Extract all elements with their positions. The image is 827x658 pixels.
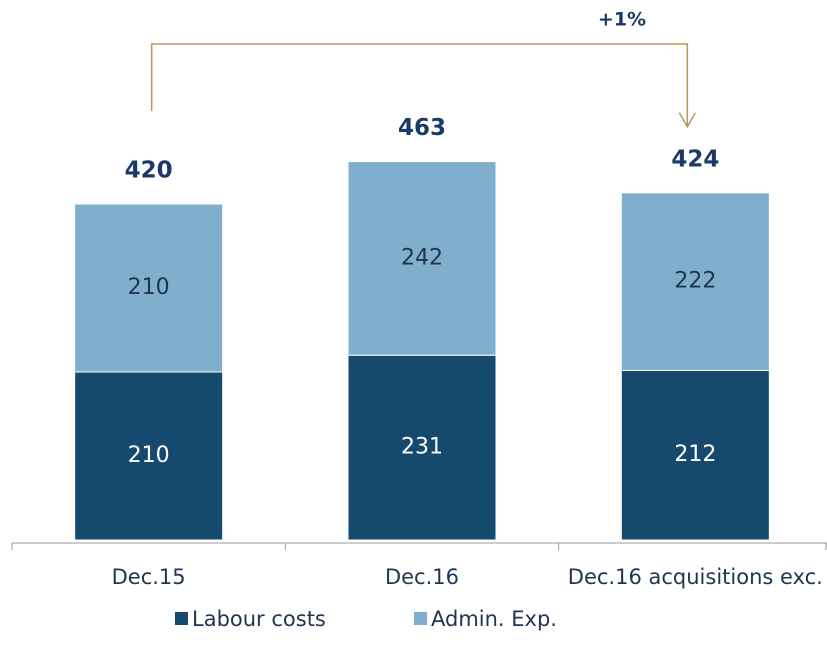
legend-label: Labour costs xyxy=(192,607,326,631)
segment-label: 212 xyxy=(674,442,716,467)
segment-label: 222 xyxy=(674,269,716,294)
legend-swatch xyxy=(414,612,427,625)
total-label: 463 xyxy=(398,115,446,141)
bar-segment xyxy=(74,371,224,541)
annotation-bracket xyxy=(150,43,689,126)
total-label: 420 xyxy=(125,158,173,184)
segment-label: 210 xyxy=(128,443,170,468)
segment-label: 231 xyxy=(401,435,443,460)
segment-label: 210 xyxy=(128,275,170,300)
x-tick-label: Dec.16 acquisitions exc. xyxy=(567,565,823,589)
bar-segment xyxy=(74,203,224,373)
segment-label: 242 xyxy=(401,245,443,270)
x-tick-label: Dec.15 xyxy=(111,565,186,589)
total-label: 424 xyxy=(671,146,719,172)
bar-segment xyxy=(347,161,497,356)
legend-label: Admin. Exp. xyxy=(431,607,557,631)
annotation-arrowhead xyxy=(678,112,696,129)
annotation: +1% xyxy=(598,9,646,31)
bar-segment xyxy=(620,192,770,371)
bar-segment xyxy=(620,369,770,541)
legend-swatch xyxy=(175,612,188,625)
x-tick-label: Dec.16 xyxy=(384,565,460,589)
